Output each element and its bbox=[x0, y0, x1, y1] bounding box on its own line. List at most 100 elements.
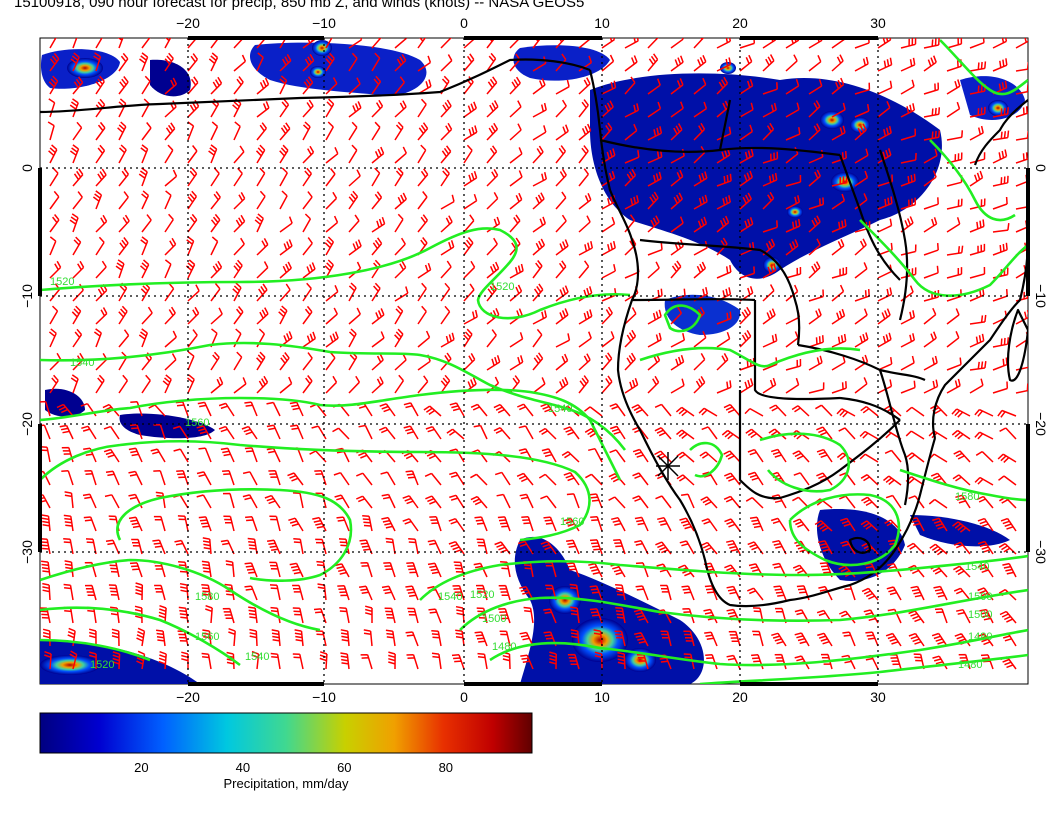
lon-tick-label: 0 bbox=[460, 689, 468, 705]
wind-barb bbox=[348, 375, 361, 394]
wind-barb bbox=[900, 310, 916, 325]
wind-barb bbox=[270, 652, 281, 670]
wind-barb bbox=[509, 76, 521, 95]
wind-barb bbox=[1015, 383, 1028, 394]
wind-barb bbox=[555, 214, 567, 233]
wind-barb bbox=[164, 213, 174, 233]
wind-barb bbox=[440, 305, 451, 325]
wind-barb bbox=[555, 239, 569, 256]
wind-barb bbox=[647, 126, 663, 141]
wind-barb bbox=[900, 128, 917, 141]
wind-barb bbox=[218, 425, 235, 440]
wind-barb bbox=[423, 405, 442, 417]
wind-barb bbox=[808, 382, 825, 394]
wind-barb bbox=[486, 329, 497, 348]
wind-barb bbox=[266, 401, 281, 417]
wind-barb bbox=[210, 191, 221, 210]
wind-barb bbox=[187, 329, 198, 348]
wind-barb bbox=[486, 355, 501, 371]
contour-label: 1520 bbox=[90, 659, 114, 671]
wind-barb bbox=[601, 375, 613, 394]
wind-barb bbox=[371, 376, 384, 394]
wind-barbs bbox=[40, 38, 1028, 670]
wind-barb bbox=[40, 470, 51, 486]
wind-barb bbox=[278, 305, 288, 325]
wind-barb bbox=[210, 38, 220, 49]
wind-barb bbox=[402, 518, 419, 532]
wind-barb bbox=[900, 197, 917, 210]
wind-barb bbox=[624, 55, 638, 72]
wind-barb bbox=[739, 78, 754, 95]
wind-barb bbox=[371, 308, 385, 325]
wind-barb bbox=[992, 149, 1008, 164]
contour-label: 1560 bbox=[185, 417, 209, 429]
wind-barb bbox=[371, 353, 384, 371]
wind-barb bbox=[174, 539, 189, 555]
wind-barb bbox=[693, 194, 708, 210]
left-lat-labels: 0 −10 −20 −30 bbox=[19, 164, 35, 564]
wind-barb bbox=[817, 632, 833, 647]
wind-barb bbox=[700, 541, 718, 555]
wind-barb bbox=[440, 215, 453, 233]
wind-barb bbox=[762, 102, 777, 118]
wind-barb bbox=[900, 57, 916, 72]
wind-barb bbox=[118, 144, 127, 164]
wind-barb bbox=[647, 242, 663, 256]
contour-label: 1520 bbox=[50, 276, 74, 288]
wind-barb bbox=[969, 125, 984, 141]
wind-barb bbox=[516, 472, 534, 486]
wind-barb bbox=[72, 38, 78, 49]
wind-barb bbox=[449, 402, 465, 417]
wind-barb bbox=[946, 378, 961, 394]
wind-barb bbox=[233, 351, 243, 371]
wind-barb bbox=[532, 238, 546, 256]
wind-barb bbox=[704, 631, 718, 647]
lon-tick-label: 0 bbox=[460, 15, 468, 31]
wind-barb bbox=[624, 329, 637, 348]
wind-barb bbox=[463, 101, 478, 118]
wind-barb bbox=[61, 470, 74, 486]
wind-barb bbox=[371, 146, 385, 164]
contour-line bbox=[859, 219, 1028, 297]
wind-barb bbox=[371, 99, 384, 118]
wind-barb bbox=[838, 427, 856, 440]
wind-barb bbox=[540, 403, 557, 417]
wind-barb bbox=[854, 308, 868, 325]
wind-barb bbox=[877, 332, 892, 348]
wind-barb bbox=[269, 515, 281, 532]
wind-barb bbox=[900, 152, 917, 164]
wind-barb bbox=[538, 473, 557, 486]
wind-barb bbox=[567, 653, 580, 670]
wind-barb bbox=[886, 586, 902, 601]
wind-barb bbox=[934, 608, 948, 624]
wind-barb bbox=[41, 560, 51, 578]
wind-barb bbox=[578, 375, 589, 394]
contour-line bbox=[489, 628, 1028, 667]
wind-barb bbox=[632, 472, 649, 486]
wind-barb bbox=[156, 629, 166, 647]
wind-barb bbox=[69, 213, 79, 233]
wind-barb bbox=[477, 652, 488, 670]
wind-barb bbox=[324, 259, 334, 279]
wind-barb bbox=[220, 447, 235, 463]
wind-barb bbox=[84, 469, 97, 486]
wind-barb bbox=[49, 260, 62, 279]
wind-barb bbox=[739, 102, 754, 118]
wind-barb bbox=[632, 495, 649, 509]
wind-barb bbox=[900, 216, 914, 233]
wind-barb bbox=[451, 654, 465, 670]
wind-barb bbox=[201, 652, 212, 670]
wind-barb bbox=[999, 427, 1017, 440]
wind-barb bbox=[49, 374, 59, 394]
wind-barb bbox=[162, 374, 172, 394]
wind-barb bbox=[40, 494, 51, 509]
wind-barb bbox=[992, 242, 1008, 256]
wind-barb bbox=[222, 492, 235, 509]
lon-tick-label: −20 bbox=[176, 689, 200, 705]
wind-barb bbox=[608, 496, 626, 509]
wind-barb bbox=[153, 470, 166, 486]
wind-barb bbox=[739, 217, 754, 233]
wind-barb bbox=[394, 374, 405, 394]
wind-barb bbox=[563, 471, 580, 486]
wind-barb bbox=[997, 409, 1017, 418]
